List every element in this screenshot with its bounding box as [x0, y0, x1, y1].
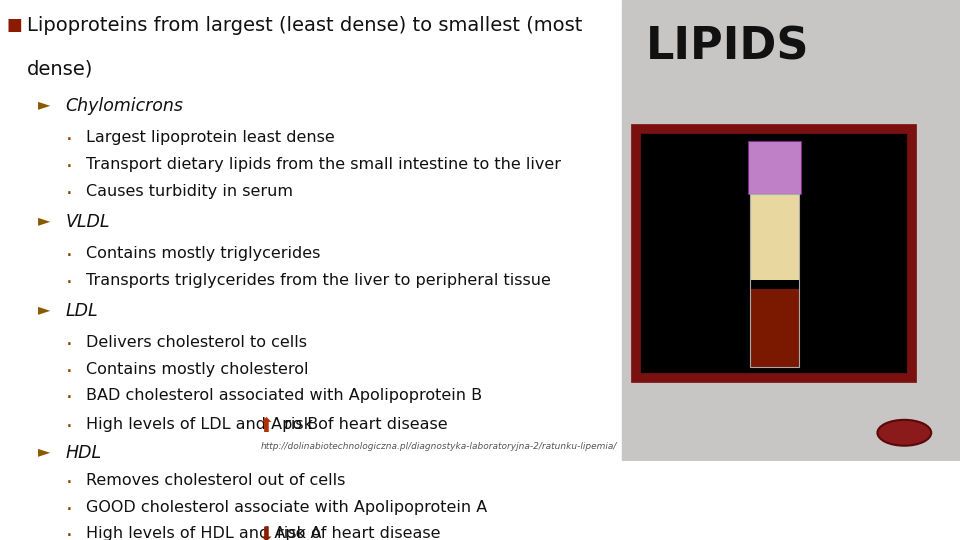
- Bar: [622, 0, 960, 461]
- Text: LDL: LDL: [65, 302, 98, 320]
- Text: LIPIDS: LIPIDS: [646, 25, 809, 69]
- Text: ·: ·: [65, 473, 72, 493]
- Text: ►: ►: [38, 213, 51, 228]
- Text: GOOD cholesterol associate with Apolipoprotein A: GOOD cholesterol associate with Apolipop…: [86, 500, 488, 515]
- Text: ·: ·: [65, 335, 72, 355]
- Text: ·: ·: [65, 273, 72, 293]
- Text: High levels of HDL and Apo A: High levels of HDL and Apo A: [86, 526, 327, 540]
- Text: VLDL: VLDL: [65, 213, 109, 231]
- Circle shape: [877, 420, 931, 446]
- Text: Removes cholesterol out of cells: Removes cholesterol out of cells: [86, 473, 346, 488]
- Text: ·: ·: [65, 130, 72, 150]
- Text: ·: ·: [65, 388, 72, 408]
- Text: Chylomicrons: Chylomicrons: [65, 97, 183, 115]
- Bar: [750, 194, 799, 367]
- Text: http://dolinabiotechnologiczna.pl/diagnostyka-laboratoryjna-2/ratunku-lipemia/: http://dolinabiotechnologiczna.pl/diagno…: [261, 442, 617, 451]
- Text: dense): dense): [27, 60, 93, 79]
- Text: BAD cholesterol associated with Apolipoprotein B: BAD cholesterol associated with Apolipop…: [86, 388, 483, 403]
- Text: ■: ■: [7, 16, 22, 34]
- Bar: [750, 194, 799, 280]
- Text: ·: ·: [65, 157, 72, 177]
- Text: ·: ·: [65, 417, 72, 437]
- Text: High levels of LDL and Apo B: High levels of LDL and Apo B: [86, 417, 324, 431]
- Text: ·: ·: [65, 246, 72, 266]
- Text: Largest lipoprotein least dense: Largest lipoprotein least dense: [86, 130, 335, 145]
- Text: ·: ·: [65, 362, 72, 382]
- Bar: [636, 129, 912, 379]
- Text: Transport dietary lipids from the small intestine to the liver: Transport dietary lipids from the small …: [86, 157, 562, 172]
- Text: Contains mostly triglycerides: Contains mostly triglycerides: [86, 246, 321, 261]
- Text: ·: ·: [65, 500, 72, 519]
- Text: ►: ►: [38, 97, 51, 112]
- Text: Contains mostly cholesterol: Contains mostly cholesterol: [86, 362, 309, 377]
- Text: ·: ·: [65, 184, 72, 204]
- Text: ·: ·: [65, 526, 72, 540]
- Text: ►: ►: [38, 302, 51, 317]
- Text: risk of heart disease: risk of heart disease: [276, 526, 441, 540]
- Text: Lipoproteins from largest (least dense) to smallest (most: Lipoproteins from largest (least dense) …: [27, 16, 583, 35]
- Text: Transports triglycerides from the liver to peripheral tissue: Transports triglycerides from the liver …: [86, 273, 551, 288]
- Text: Delivers cholesterol to cells: Delivers cholesterol to cells: [86, 335, 307, 350]
- Text: ⬆: ⬆: [257, 417, 275, 436]
- Bar: [750, 289, 799, 367]
- Bar: [748, 141, 801, 194]
- Text: HDL: HDL: [65, 444, 102, 462]
- Text: risk of heart disease: risk of heart disease: [278, 417, 447, 431]
- Text: ⬇: ⬇: [257, 526, 275, 540]
- Text: Causes turbidity in serum: Causes turbidity in serum: [86, 184, 294, 199]
- Text: ►: ►: [38, 444, 51, 459]
